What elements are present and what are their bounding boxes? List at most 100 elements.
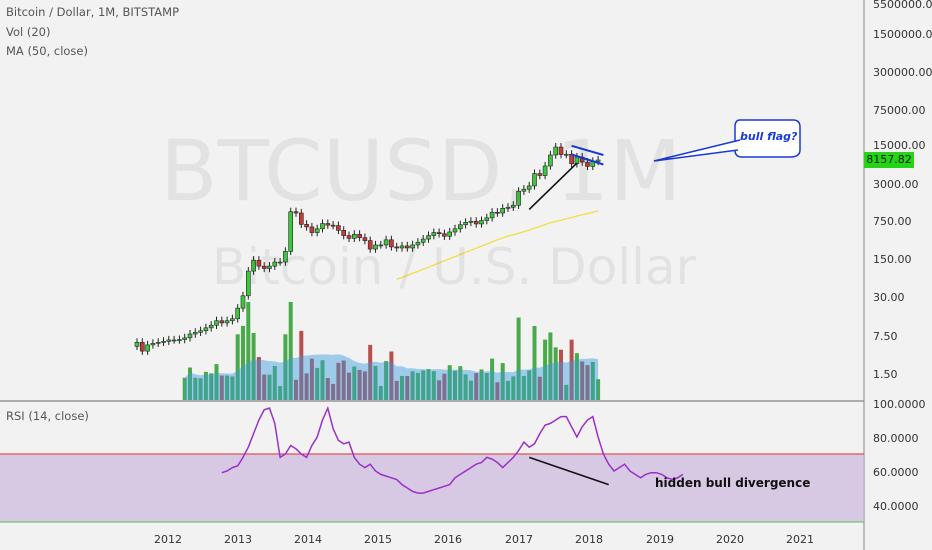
volume-indicator-label[interactable]: Vol (20) <box>6 25 51 39</box>
volume-bar <box>283 334 288 400</box>
chart-title[interactable]: Bitcoin / Dollar, 1M, BITSTAMP <box>6 5 179 19</box>
volume-bar <box>511 376 516 400</box>
volume-bar <box>256 357 261 400</box>
volume-bar <box>400 375 404 400</box>
symbol-watermark: BTCUSD, 1M <box>160 122 682 220</box>
candle-body <box>500 207 506 214</box>
candle-body <box>563 153 569 156</box>
volume-bar <box>278 386 283 400</box>
candle-body <box>426 235 431 240</box>
volume-bar <box>362 371 367 400</box>
volume-ma-area <box>184 354 599 400</box>
annotation-layer <box>528 119 801 210</box>
candle-body <box>171 339 177 342</box>
volume-bar <box>495 382 500 400</box>
volume-bar <box>246 302 251 400</box>
candle-body <box>505 206 511 209</box>
volume-bar <box>294 379 298 400</box>
volume-bar <box>596 379 601 400</box>
volume-bar <box>458 366 463 400</box>
volume-bar <box>325 377 330 400</box>
candle-body <box>187 333 193 339</box>
year-tick: 2018 <box>575 533 603 546</box>
volume-bar <box>219 375 224 400</box>
volume-bar <box>421 370 426 400</box>
volume-bar <box>537 376 542 400</box>
rsi-layer <box>221 405 684 494</box>
ma-indicator-label[interactable]: MA (50, close) <box>6 44 88 58</box>
volume-bar <box>580 361 585 400</box>
candle-body <box>182 337 187 340</box>
candle-body <box>410 244 415 249</box>
volume-bar <box>341 360 346 400</box>
candle-body <box>256 259 262 267</box>
candle-body <box>442 233 447 237</box>
volume-bar <box>272 365 277 400</box>
volume-bar <box>203 371 208 400</box>
candle-body <box>420 238 426 243</box>
candle-body <box>373 244 378 250</box>
name-watermark: Bitcoin / U.S. Dollar <box>212 238 697 296</box>
volume-bar <box>415 372 420 400</box>
divergence-trendline <box>528 456 609 486</box>
volume-bar <box>410 371 415 400</box>
year-tick: 2016 <box>434 533 462 546</box>
volume-bar <box>235 334 240 400</box>
rsi-band <box>0 454 864 522</box>
volume-bar <box>431 371 436 400</box>
bull-flag-pointer <box>653 139 741 162</box>
candle-body <box>161 341 166 343</box>
volume-bar <box>585 365 590 400</box>
volume-bar <box>241 325 245 400</box>
candle-body <box>468 220 474 223</box>
bull-flag-annotation[interactable]: bull flag? <box>740 130 798 143</box>
volume-bar <box>193 377 198 400</box>
volume-bar <box>437 380 442 400</box>
volume-bar <box>347 372 351 400</box>
flag-lower-line <box>571 153 604 166</box>
candle-body <box>304 224 309 228</box>
volume-bar <box>474 372 479 400</box>
candle-body <box>198 330 203 333</box>
candle-body <box>219 320 225 324</box>
candle-body <box>325 223 331 226</box>
volume-bar <box>357 369 362 400</box>
candle-body <box>415 241 421 246</box>
candle-body <box>346 235 352 239</box>
candle-body <box>293 211 299 214</box>
volume-bar <box>320 360 325 400</box>
candle-body <box>166 339 172 342</box>
divergence-annotation[interactable]: hidden bull divergence <box>655 476 811 490</box>
candle-body <box>558 146 564 155</box>
volume-bar <box>447 365 452 400</box>
volume-bar <box>574 353 579 400</box>
candle-body <box>463 222 468 226</box>
volume-layer <box>182 302 601 400</box>
year-tick: 2021 <box>786 533 814 546</box>
volume-bar <box>405 375 410 400</box>
candle-body <box>203 327 209 332</box>
volume-bar <box>288 302 293 400</box>
rsi-indicator-label[interactable]: RSI (14, close) <box>6 409 89 423</box>
candle-body <box>150 343 156 346</box>
rsi-tick: 100.0000 <box>873 398 926 411</box>
candle-body <box>177 339 182 341</box>
price-tick: 1500000.00 <box>873 28 932 41</box>
volume-bar <box>209 373 214 400</box>
candle-body <box>399 245 405 249</box>
volume-bar <box>315 367 320 400</box>
candle-body <box>452 228 458 233</box>
candle-body <box>283 251 288 263</box>
candle-body <box>436 232 442 235</box>
candle-body <box>585 161 590 167</box>
volume-bar <box>553 347 558 400</box>
candle-body <box>230 318 235 322</box>
candle-body <box>351 234 357 239</box>
price-tick: 3000.00 <box>873 178 919 191</box>
candle-body <box>495 211 500 214</box>
candle-body <box>357 234 362 238</box>
year-tick: 2015 <box>364 533 392 546</box>
volume-bar <box>564 384 569 400</box>
candle-body <box>330 224 336 227</box>
